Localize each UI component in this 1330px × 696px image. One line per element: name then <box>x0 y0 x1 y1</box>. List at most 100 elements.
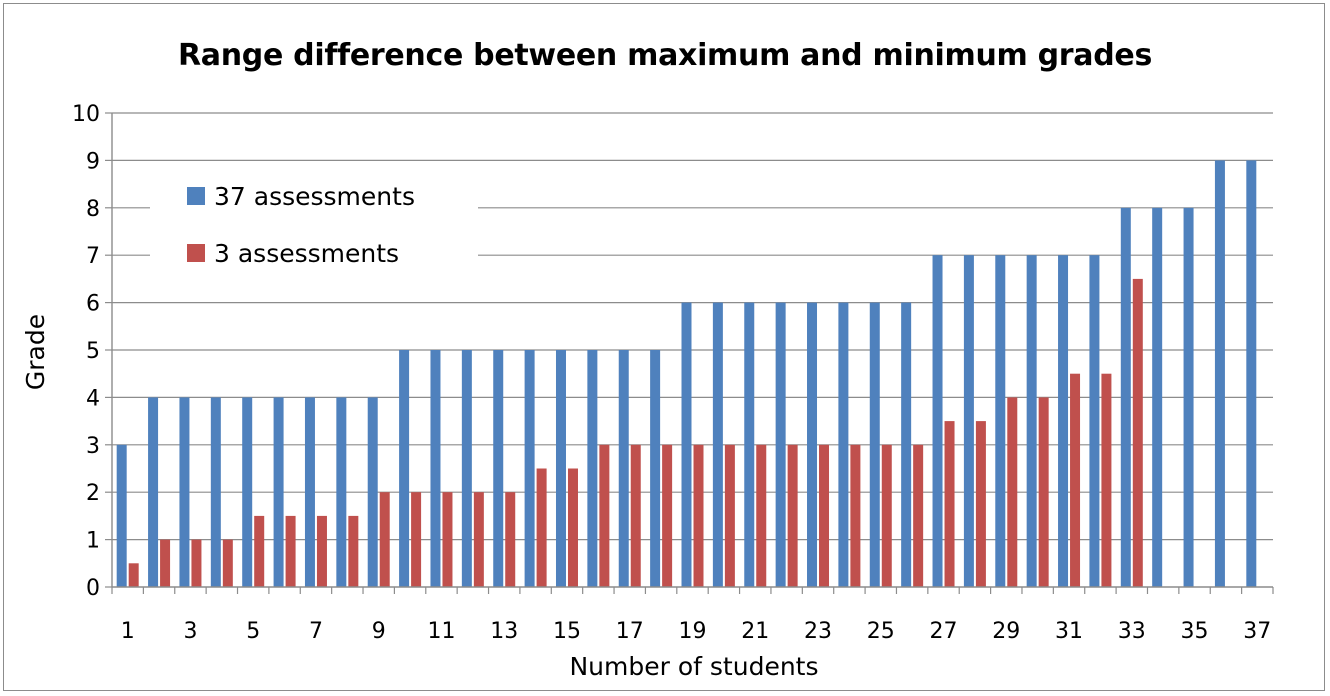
bar <box>1058 255 1069 587</box>
legend-label: 3 assessments <box>214 239 399 268</box>
bar <box>1007 397 1018 587</box>
bar <box>461 350 472 587</box>
bar <box>775 302 786 587</box>
bar <box>681 302 692 587</box>
bar <box>944 421 955 587</box>
bar <box>693 444 704 587</box>
bar <box>222 539 233 587</box>
x-tick-label: 1 <box>121 619 135 644</box>
x-tick-label: 19 <box>679 619 707 644</box>
bar <box>442 492 453 587</box>
bar <box>179 397 190 587</box>
y-axis-title: Grade <box>21 314 50 390</box>
bar <box>712 302 723 587</box>
bar <box>756 444 767 587</box>
bar <box>316 515 327 587</box>
y-tick-label: 9 <box>86 149 100 174</box>
y-tick-labels: 0 1 2 3 4 5 6 7 8 9 10 <box>72 102 100 601</box>
bar <box>567 468 578 587</box>
bar <box>273 397 284 587</box>
x-tick-label: 33 <box>1118 619 1146 644</box>
legend-label: 37 assessments <box>214 182 415 211</box>
bar <box>367 397 378 587</box>
bar <box>524 350 535 587</box>
x-tick-label: 11 <box>427 619 455 644</box>
bar <box>148 397 159 587</box>
bar <box>1214 160 1225 587</box>
bar <box>191 539 202 587</box>
x-axis-title: Number of students <box>569 652 818 681</box>
bar <box>881 444 892 587</box>
bar <box>1070 373 1081 587</box>
y-tick-label: 4 <box>86 386 100 411</box>
bar <box>819 444 830 587</box>
bar <box>348 515 359 587</box>
x-tick-label: 29 <box>992 619 1020 644</box>
bar <box>555 350 566 587</box>
bar <box>399 350 410 587</box>
x-tick-label: 9 <box>372 619 386 644</box>
bar <box>932 255 943 587</box>
x-tick-label: 7 <box>309 619 323 644</box>
y-tick-label: 5 <box>86 339 100 364</box>
bar <box>379 492 390 587</box>
x-tick-label: 27 <box>930 619 958 644</box>
y-tick-label: 2 <box>86 481 100 506</box>
bar <box>807 302 818 587</box>
bar <box>869 302 880 587</box>
bar <box>1038 397 1049 587</box>
x-tick-label: 23 <box>804 619 832 644</box>
y-tick-label: 1 <box>86 529 100 554</box>
x-tick-label: 17 <box>616 619 644 644</box>
bar <box>1026 255 1037 587</box>
bar <box>1101 373 1112 587</box>
y-tick-label: 3 <box>86 434 100 459</box>
bar <box>599 444 610 587</box>
y-tick-label: 8 <box>86 197 100 222</box>
x-tick-label: 15 <box>553 619 581 644</box>
bar <box>536 468 547 587</box>
bar <box>1120 207 1131 588</box>
bar <box>850 444 861 587</box>
bar <box>744 302 755 587</box>
bar <box>975 421 986 587</box>
bar <box>1183 207 1194 588</box>
x-tick-label: 31 <box>1055 619 1083 644</box>
bar <box>995 255 1006 587</box>
bar <box>650 350 661 587</box>
x-tick-label: 13 <box>490 619 518 644</box>
bar <box>128 563 139 587</box>
bar <box>411 492 422 587</box>
y-tick-label: 6 <box>86 292 100 317</box>
bar <box>1152 207 1163 588</box>
bar <box>587 350 598 587</box>
bar <box>901 302 912 587</box>
x-tick-label: 35 <box>1181 619 1209 644</box>
bar <box>304 397 315 587</box>
legend-swatch <box>187 244 205 262</box>
x-tick-labels: 1 3 5 7 9 11 13 15 17 19 21 23 25 27 29 31 33 35 37 <box>121 619 1272 644</box>
x-tick-label: 25 <box>867 619 895 644</box>
y-tick-label: 10 <box>72 102 100 127</box>
bar <box>724 444 735 587</box>
y-tick-label: 7 <box>86 244 100 269</box>
x-tick-label: 5 <box>246 619 260 644</box>
bar <box>963 255 974 587</box>
bar <box>116 444 127 587</box>
chart-title: Range difference between maximum and min… <box>178 38 1152 73</box>
bar <box>430 350 441 587</box>
bar <box>1089 255 1100 587</box>
bar <box>838 302 849 587</box>
x-tick-label: 3 <box>183 619 197 644</box>
bar <box>505 492 516 587</box>
bar <box>662 444 673 587</box>
bar <box>254 515 265 587</box>
bar <box>913 444 924 587</box>
bar <box>336 397 347 587</box>
x-tick-label: 21 <box>741 619 769 644</box>
bar <box>1246 160 1257 587</box>
bar <box>210 397 221 587</box>
bar <box>493 350 504 587</box>
bar <box>285 515 296 587</box>
